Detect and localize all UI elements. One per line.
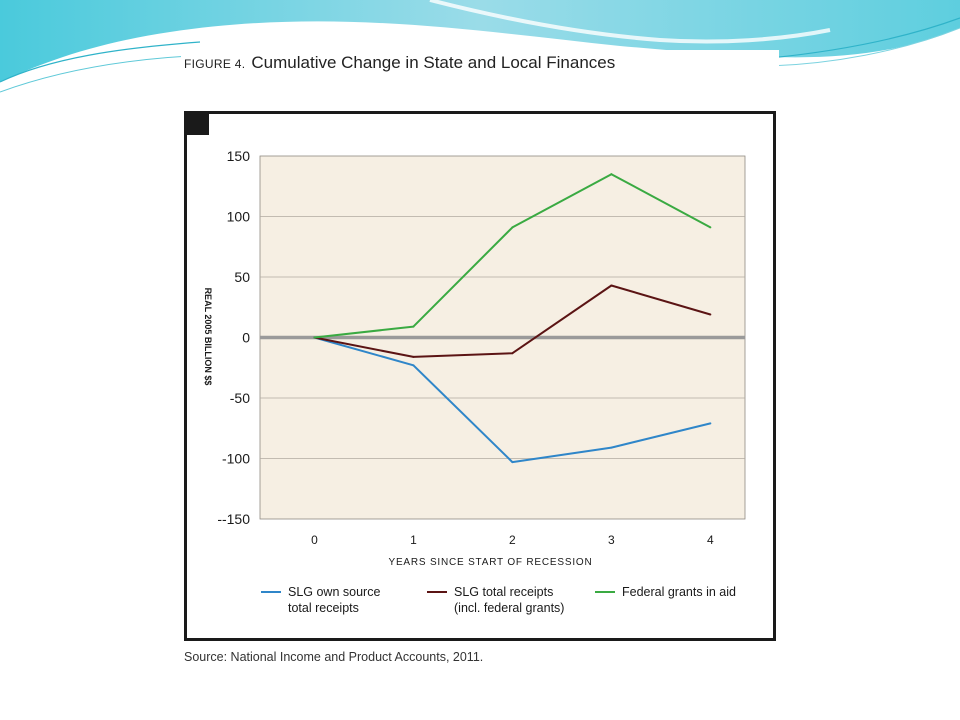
data-point <box>511 352 514 355</box>
y-tick-label: 0 <box>242 330 250 346</box>
series-lines <box>313 173 712 464</box>
slide-header-waves <box>0 0 960 93</box>
x-tick-label: 0 <box>311 533 318 547</box>
data-point <box>511 226 514 229</box>
figure-label: FIGURE 4. <box>184 57 246 71</box>
y-tick-label: 50 <box>234 269 250 285</box>
x-tick-label: 4 <box>707 533 714 547</box>
data-point <box>412 325 415 328</box>
legend: SLG own source total receipts SLG total re… <box>261 585 736 615</box>
x-tick-label: 2 <box>509 533 516 547</box>
legend-label: SLG total receipts (incl. federal grants) <box>454 585 564 615</box>
legend-label: Federal grants in aid <box>622 585 736 599</box>
y-tick-label: --150 <box>217 511 250 527</box>
data-point <box>709 313 712 316</box>
figure-heading: Cumulative Change in State and Local Fin… <box>251 53 616 72</box>
y-tick-label: 150 <box>227 148 251 164</box>
x-tick-label: 1 <box>410 533 417 547</box>
source-note: Source: National Income and Product Acco… <box>184 650 484 664</box>
legend-label: SLG own source total receipts <box>288 585 380 615</box>
y-tick-label: -100 <box>222 451 250 467</box>
data-point <box>610 173 613 176</box>
chart-frame: 150 100 50 0 -50 -100 --150 0 1 2 3 4 YEARS SINCE … <box>184 111 776 641</box>
data-point <box>610 446 613 449</box>
x-tick-label: 3 <box>608 533 615 547</box>
x-axis-ticks: 0 1 2 3 4 <box>311 533 714 547</box>
data-point <box>709 226 712 229</box>
data-point <box>709 422 712 425</box>
y-axis-label: REAL 2005 BILLION $$ <box>203 288 213 386</box>
y-tick-label: -50 <box>230 390 250 406</box>
y-tick-label: 100 <box>227 209 251 225</box>
figure-title: FIGURE 4. Cumulative Change in State and … <box>184 53 615 73</box>
gridlines <box>260 216 745 459</box>
data-point <box>412 355 415 358</box>
figure-panel: FIGURE 4. Cumulative Change in State and … <box>181 50 779 670</box>
data-point <box>610 284 613 287</box>
data-point <box>511 461 514 464</box>
y-axis-ticks: 150 100 50 0 -50 -100 --150 <box>217 148 250 527</box>
x-axis-label: YEARS SINCE START OF RECESSION <box>388 557 592 568</box>
corner-mark <box>187 114 209 135</box>
data-point <box>412 364 415 367</box>
data-point <box>313 336 316 339</box>
line-chart: 150 100 50 0 -50 -100 --150 0 1 2 3 4 YEARS SINCE … <box>203 148 746 615</box>
